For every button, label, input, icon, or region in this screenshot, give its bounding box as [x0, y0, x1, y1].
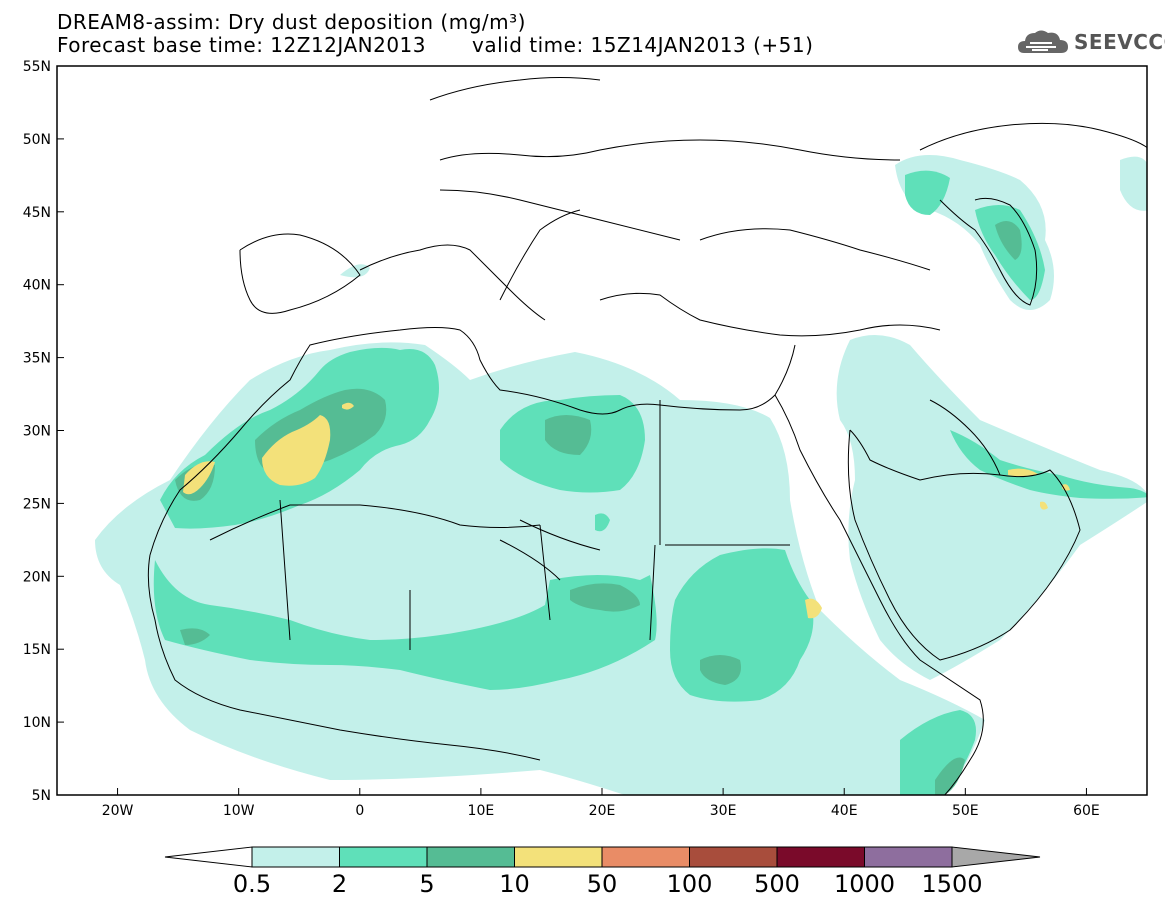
- seevccc-logo: SEEVCCC: [1016, 25, 1165, 59]
- colorbar-segment: [339, 846, 428, 868]
- lon-tick-label: 10E: [468, 803, 495, 819]
- colorbar-segment: [689, 846, 778, 868]
- colorbar-label: 1500: [921, 870, 983, 898]
- longitude-axis: 20W 10W 0 10E 20E 30E 40E 50E 60E: [102, 788, 1100, 819]
- colorbar-segment: [601, 846, 690, 868]
- map-subtitle: Forecast base time: 12Z12JAN2013 valid ti…: [57, 34, 813, 56]
- lon-tick-label: 30E: [710, 803, 737, 819]
- latitude-axis: 55N 50N 45N 40N 35N 30N 25N 20N 15N 10N 5N: [23, 59, 64, 804]
- lon-tick-label: 10W: [223, 803, 255, 819]
- colorbar-label: 5: [419, 870, 435, 898]
- cloud-logo-icon: [1018, 30, 1068, 53]
- colorbar-label: 0.5: [232, 870, 272, 898]
- colorbar-segment: [514, 846, 603, 868]
- colorbar-segment: [251, 846, 340, 868]
- lat-tick-label: 50N: [23, 132, 51, 148]
- colorbar-segment: [864, 846, 953, 868]
- colorbar-label: 500: [754, 870, 800, 898]
- colorbar-label: 100: [666, 870, 713, 898]
- lon-tick-label: 60E: [1073, 803, 1100, 819]
- colorbar-low-triangle: [164, 846, 253, 868]
- dust-fields: [95, 155, 1147, 795]
- lon-tick-label: 20E: [589, 803, 616, 819]
- lat-tick-label: 15N: [23, 642, 51, 658]
- lat-tick-label: 35N: [23, 351, 51, 367]
- lat-tick-label: 55N: [23, 59, 51, 75]
- map-title: DREAM8-assim: Dry dust deposition (mg/m³…: [57, 10, 526, 34]
- lon-tick-label: 50E: [952, 803, 979, 819]
- lon-tick-label: 0: [355, 803, 364, 819]
- colorbar-label: 50: [586, 870, 618, 898]
- lat-tick-label: 5N: [32, 788, 51, 804]
- lon-tick-label: 40E: [831, 803, 858, 819]
- lat-tick-label: 40N: [23, 278, 51, 294]
- logo-text: SEEVCCC: [1074, 30, 1165, 54]
- dust-level-4: [183, 402, 1070, 619]
- lat-tick-label: 25N: [23, 496, 51, 512]
- lat-tick-label: 10N: [23, 715, 51, 731]
- colorbar-label: 10: [499, 870, 530, 898]
- lat-tick-label: 20N: [23, 569, 51, 585]
- colorbar-segment: [776, 846, 865, 868]
- valid-time: valid time: 15Z14JAN2013 (+51): [472, 33, 814, 57]
- colorbar-label: 2: [331, 870, 348, 898]
- base-time: Forecast base time: 12Z12JAN2013: [57, 33, 426, 57]
- colorbar-segment: [426, 846, 515, 868]
- lat-tick-label: 45N: [23, 205, 51, 221]
- colorbar: [164, 846, 1041, 868]
- lon-tick-label: 20W: [102, 803, 134, 819]
- coastlines: [147, 77, 1147, 795]
- lat-tick-label: 30N: [23, 424, 51, 440]
- colorbar-high-triangle: [951, 846, 1041, 868]
- colorbar-label: 1000: [833, 870, 896, 898]
